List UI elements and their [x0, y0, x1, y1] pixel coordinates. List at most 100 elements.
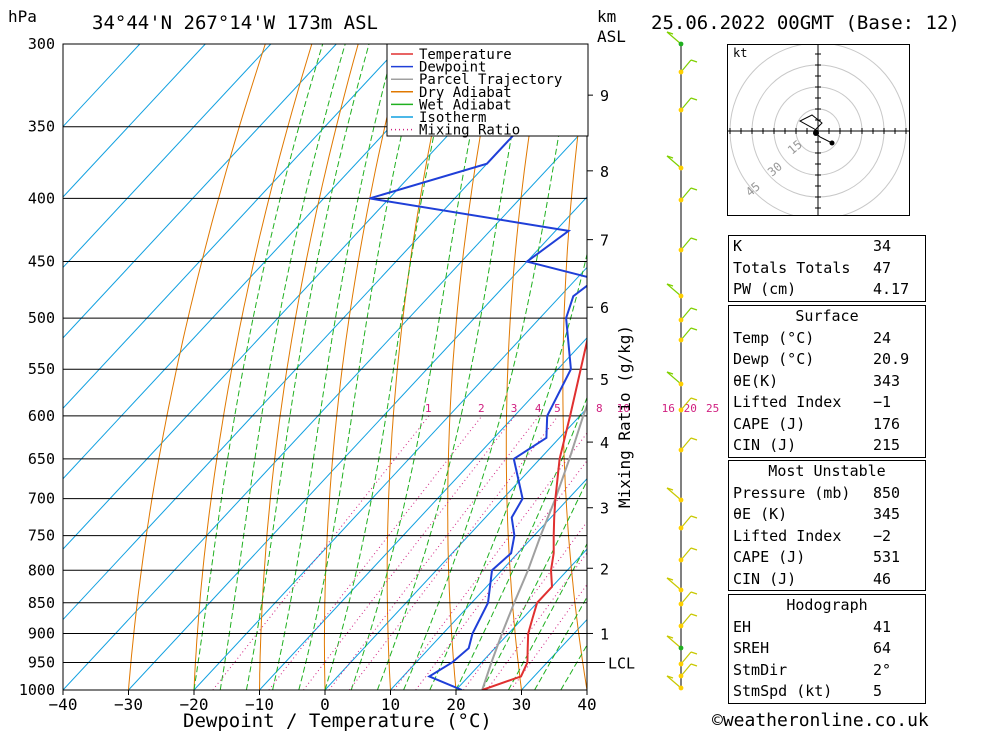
x-tick-label: −40: [49, 695, 78, 714]
wind-level-dot: [678, 407, 684, 413]
wind-barb: [680, 397, 692, 411]
wind-level-dot: [678, 107, 684, 113]
wind-level-dot: [678, 165, 684, 171]
wind-barb: [666, 371, 682, 385]
hodograph-ring-label-30: 30: [765, 159, 785, 179]
legend-entry: Mixing Ratio: [419, 123, 520, 139]
wind-barb: [680, 663, 692, 677]
km-tick-label: 2: [600, 560, 609, 578]
x-axis-title: Dewpoint / Temperature (°C): [183, 710, 492, 732]
index-k-value: 34: [873, 237, 892, 255]
wind-barb-flag: [690, 515, 698, 519]
hodograph-trace: [798, 114, 833, 144]
surface-cin-label: CIN (J): [733, 436, 797, 454]
wind-barb: [680, 651, 692, 665]
hodograph-storm-marker: [813, 130, 819, 136]
hodograph-table-title: Hodograph: [786, 596, 868, 614]
x-tick-label: −30: [114, 695, 143, 714]
x-tick-label: 0: [320, 695, 330, 714]
index-pw-value: 4.17: [873, 280, 910, 298]
x-tick-label: 20: [446, 695, 465, 714]
wet-adiabat-line: [507, 542, 587, 690]
wind-barb-flag: [666, 155, 674, 159]
hodo-row-eh: EH 41: [729, 617, 925, 639]
surface-title: Surface: [795, 307, 859, 325]
x-tick-label: 30: [512, 695, 531, 714]
surface-temp-label: Temp (°C): [733, 328, 815, 347]
footer-credit[interactable]: ©weatheronline.co.uk: [712, 710, 929, 731]
mixing-ratio-line: [303, 415, 516, 690]
surface-dewp-label: Dewp (°C): [733, 350, 815, 368]
dry-adiabat-line: [505, 44, 545, 690]
wind-level-dot: [678, 525, 684, 531]
isotherm-line: [455, 548, 587, 690]
hodo-row-stmdir: StmDir 2°: [729, 660, 925, 682]
location-title: 34°44'N 267°14'W 173m ASL: [92, 12, 378, 34]
temperature-line: [481, 336, 587, 690]
km-tick-label: 7: [600, 232, 609, 250]
surface-cape-label: CAPE (J): [733, 414, 806, 433]
mixing-ratio-label: 16: [662, 402, 675, 415]
wind-barb-flag: [690, 651, 698, 655]
wet-adiabat-line: [350, 44, 490, 690]
legend-entry: Isotherm: [419, 110, 486, 126]
surface-thetae-value: 343: [873, 371, 901, 390]
index-row-pw: PW (cm) 4.17: [729, 279, 925, 301]
surface-row-cape: CAPE (J) 176: [729, 414, 925, 436]
wind-level-dot: [678, 601, 684, 607]
wind-barb-flag: [690, 663, 698, 667]
wind-level-dot: [678, 623, 684, 629]
isotherm-line: [63, 125, 587, 690]
wet-adiabat-line: [219, 44, 346, 690]
x-tick-label: 10: [381, 695, 400, 714]
wind-barb: [666, 31, 682, 45]
index-k-label: K: [733, 237, 743, 255]
km-tick-label: 1: [600, 625, 609, 643]
surface-row-thetae: θE(K) 343: [729, 371, 925, 393]
mixing-ratio-label: 2: [478, 402, 485, 415]
pressure-tick-label: 700: [28, 490, 55, 508]
surface-row-cin: CIN (J) 215: [729, 435, 925, 457]
dry-adiabat-line: [128, 44, 266, 690]
wet-adiabat-line: [245, 44, 370, 690]
wind-barb-flag: [666, 577, 674, 581]
mixing-ratio-label: 5: [554, 402, 561, 415]
wind-level-dot: [678, 447, 684, 453]
dry-adiabat-line: [562, 62, 587, 690]
mu-cin-label: CIN (J): [733, 569, 797, 588]
dry-adiabat-line: [193, 44, 313, 690]
wet-adiabat-line: [534, 596, 587, 690]
wind-barb: [666, 155, 682, 169]
surface-row-li: Lifted Index −1: [729, 392, 925, 414]
hodograph-end-marker: [829, 140, 835, 146]
isotherm-line: [63, 44, 468, 480]
mixing-ratio-label: 8: [596, 402, 603, 415]
mu-thetae-label: θE (K): [733, 505, 788, 523]
mu-li-value: −2: [873, 526, 892, 545]
wind-barb: [680, 59, 692, 73]
km-tick-label: 9: [600, 87, 609, 105]
mu-row-cin: CIN (J) 46: [729, 569, 925, 591]
mixing-ratio-label: 25: [706, 402, 719, 415]
legend-entry: Temperature: [419, 47, 512, 63]
wet-adiabat-line: [272, 44, 396, 690]
index-pw-label: PW (cm): [733, 280, 797, 298]
isotherm-line: [63, 44, 403, 410]
hodo-eh-label: EH: [733, 617, 752, 636]
wind-barb-flag: [690, 97, 698, 101]
wind-barb: [666, 675, 682, 689]
wind-barb: [680, 307, 692, 321]
mu-li-label: Lifted Index: [733, 526, 842, 545]
dry-adiabat-line: [386, 44, 452, 690]
mu-cape-value: 531: [873, 548, 901, 566]
mixing-ratio-label: 3: [511, 402, 518, 415]
wind-barb: [666, 283, 682, 297]
pressure-tick-label: 850: [28, 594, 55, 612]
isotherm-line: [63, 44, 337, 339]
wind-barb: [680, 237, 692, 251]
mixing-ratio-label: 10: [617, 402, 630, 415]
pressure-tick-label: 450: [28, 253, 55, 271]
pressure-tick-label: 300: [28, 35, 55, 53]
hodo-row-stmspd: StmSpd (kt) 5: [729, 681, 925, 703]
